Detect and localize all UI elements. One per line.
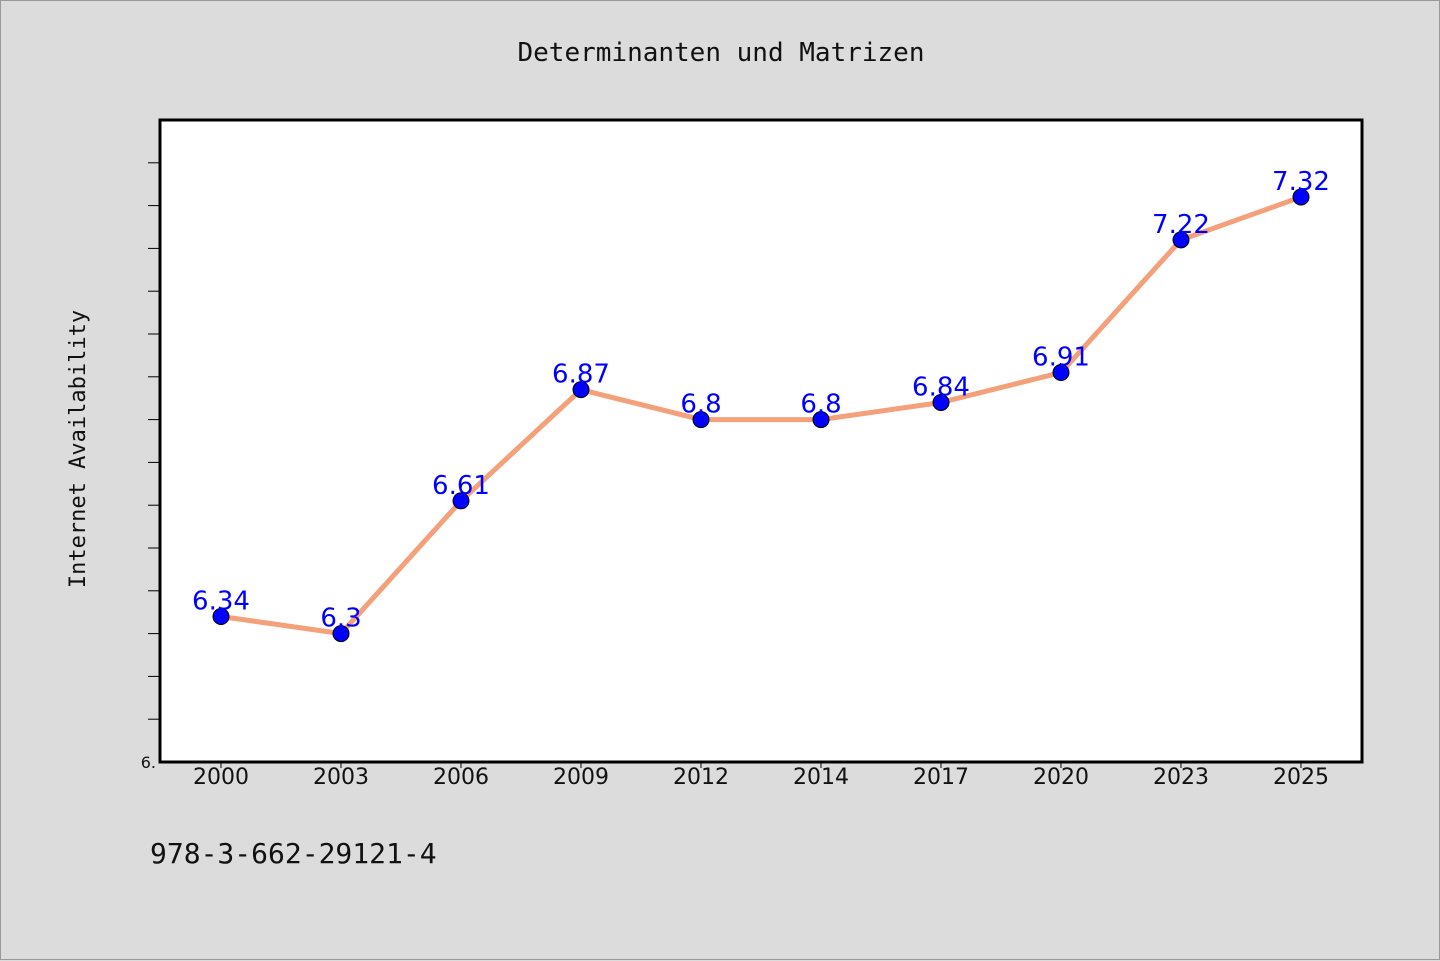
x-axis-ticks [220,762,1302,768]
data-label: 7.22 [1152,210,1210,240]
y-axis-tick-labels: 6. [141,753,156,772]
data-label: 6.61 [432,471,490,501]
data-point [1292,188,1310,206]
y-tick-label: 6. [141,753,156,772]
x-tick-label: 2009 [553,765,609,790]
x-axis-tick-labels: 2000 2003 2006 2009 2012 2014 2017 2020 2023 2025 [193,765,1329,790]
data-label: 6.84 [912,372,970,402]
x-tick-label: 2017 [913,765,969,790]
data-label: 6.87 [552,360,610,390]
plot-area [158,118,1364,764]
data-point [932,393,950,411]
data-point [332,625,350,643]
data-point [812,411,830,429]
x-tick-label: 2012 [673,765,729,790]
data-label: 6.3 [320,604,361,634]
x-tick-label: 2023 [1153,765,1209,790]
y-axis-label: Internet Availability [66,310,91,588]
x-tick-label: 2014 [793,765,849,790]
data-labels: 6.34 6.3 6.61 6.87 6.8 6.8 6.84 6.91 7.22 7.32 [192,167,1330,634]
data-point [452,492,470,510]
data-label: 6.8 [680,390,721,420]
series-markers [212,188,1310,643]
series-lines [218,194,1304,637]
data-label: 7.32 [1272,167,1330,197]
x-tick-label: 2025 [1273,765,1329,790]
data-point [1172,231,1190,249]
data-point [692,411,710,429]
data-label: 6.8 [800,390,841,420]
data-point [572,381,590,399]
data-point [212,607,230,625]
x-tick-label: 2000 [193,765,249,790]
data-label: 6.34 [192,586,250,616]
isbn-text: 978-3-662-29121-4 [150,837,437,870]
y-axis-ticks [148,162,160,720]
data-label: 6.91 [1032,343,1090,373]
data-point [1052,364,1070,382]
x-tick-label: 2020 [1033,765,1089,790]
chart-title: Determinanten und Matrizen [518,38,925,68]
x-tick-label: 2003 [313,765,369,790]
x-tick-label: 2006 [433,765,489,790]
series-line [218,194,1304,637]
